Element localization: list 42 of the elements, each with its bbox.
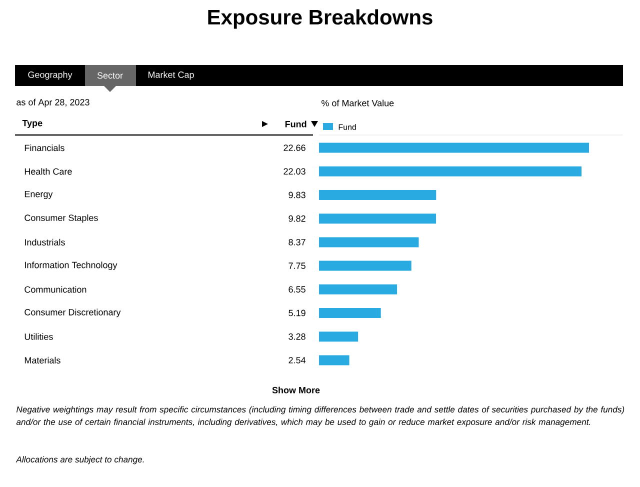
data-label: 3.28: [288, 333, 306, 340]
y-tick-label: Utilities: [24, 333, 53, 340]
y-tick-label: Communication: [24, 286, 86, 293]
text: Sector: [97, 72, 123, 79]
y-tick-label: Industrials: [25, 238, 65, 246]
text: Fund: [285, 120, 306, 128]
data-label: 8.37: [288, 239, 306, 246]
data-label: 2.54: [288, 357, 306, 364]
y-tick-label: Information Technology: [25, 262, 118, 270]
bar: [319, 237, 419, 248]
text: Type: [22, 120, 42, 128]
y-tick-label: Financials: [24, 144, 64, 152]
chart-title: Exposure Breakdowns: [208, 9, 432, 29]
text: Allocations are subject to change.: [16, 456, 144, 464]
text: Negative weightings may result from specific circumstances (including timing differences between trade and settle dates of securities purchased by the funds) and/or the use of certain financial instruments, including derivatives, which may be used to gain or reduce market exposure and/or risk management.: [16, 406, 624, 427]
bar: [319, 355, 350, 366]
y-tick-label: Health Care: [24, 168, 72, 175]
bar: [319, 214, 436, 224]
bar: [319, 332, 358, 342]
text: Show More: [272, 386, 320, 394]
y-tick-label: Consumer Discretionary: [24, 308, 121, 318]
text: as of Apr 28, 2023: [16, 98, 90, 108]
y-tick-label: Energy: [24, 190, 53, 200]
y-tick-label: Consumer Staples: [24, 214, 98, 223]
text: Geography: [28, 71, 72, 80]
legend-label: Fund: [338, 124, 356, 130]
text: Market Cap: [148, 71, 194, 80]
data-label: 5.19: [288, 310, 306, 316]
bar: [319, 284, 398, 294]
data-label: 9.82: [288, 215, 306, 222]
bar: [319, 190, 436, 200]
x-axis-title: % of Market Value: [322, 100, 394, 106]
bar: [319, 260, 412, 271]
data-label: 7.75: [288, 262, 306, 269]
data-label: 22.03: [284, 168, 306, 175]
data-label: 22.66: [284, 144, 306, 151]
bar: [319, 308, 381, 318]
y-tick-label: Materials: [24, 356, 60, 364]
bar: [319, 142, 590, 153]
data-label: 6.55: [288, 286, 306, 293]
data-label: 9.83: [288, 192, 306, 198]
bar: [319, 166, 582, 176]
